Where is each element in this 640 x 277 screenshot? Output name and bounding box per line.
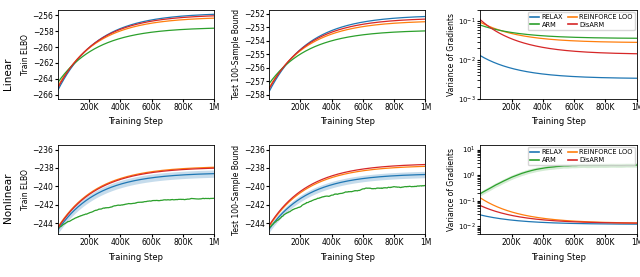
Y-axis label: Test 100-Sample Bound: Test 100-Sample Bound xyxy=(232,9,241,99)
Y-axis label: Variance of Gradients: Variance of Gradients xyxy=(447,13,456,96)
X-axis label: Training Step: Training Step xyxy=(531,117,586,127)
X-axis label: Training Step: Training Step xyxy=(108,117,163,127)
X-axis label: Training Step: Training Step xyxy=(108,253,163,262)
X-axis label: Training Step: Training Step xyxy=(531,253,586,262)
Legend: RELAX, ARM, REINFORCE LOO, DisARM: RELAX, ARM, REINFORCE LOO, DisARM xyxy=(528,147,635,165)
Y-axis label: Train ELBO: Train ELBO xyxy=(20,34,30,75)
X-axis label: Training Step: Training Step xyxy=(320,117,374,127)
Text: Linear: Linear xyxy=(3,57,13,90)
Y-axis label: Train ELBO: Train ELBO xyxy=(20,169,30,210)
Text: Nonlinear: Nonlinear xyxy=(3,173,13,223)
X-axis label: Training Step: Training Step xyxy=(320,253,374,262)
Y-axis label: Test 100-Sample Bound: Test 100-Sample Bound xyxy=(232,145,241,235)
Legend: RELAX, ARM, REINFORCE LOO, DisARM: RELAX, ARM, REINFORCE LOO, DisARM xyxy=(528,12,635,30)
Y-axis label: Variance of Gradients: Variance of Gradients xyxy=(447,148,456,231)
